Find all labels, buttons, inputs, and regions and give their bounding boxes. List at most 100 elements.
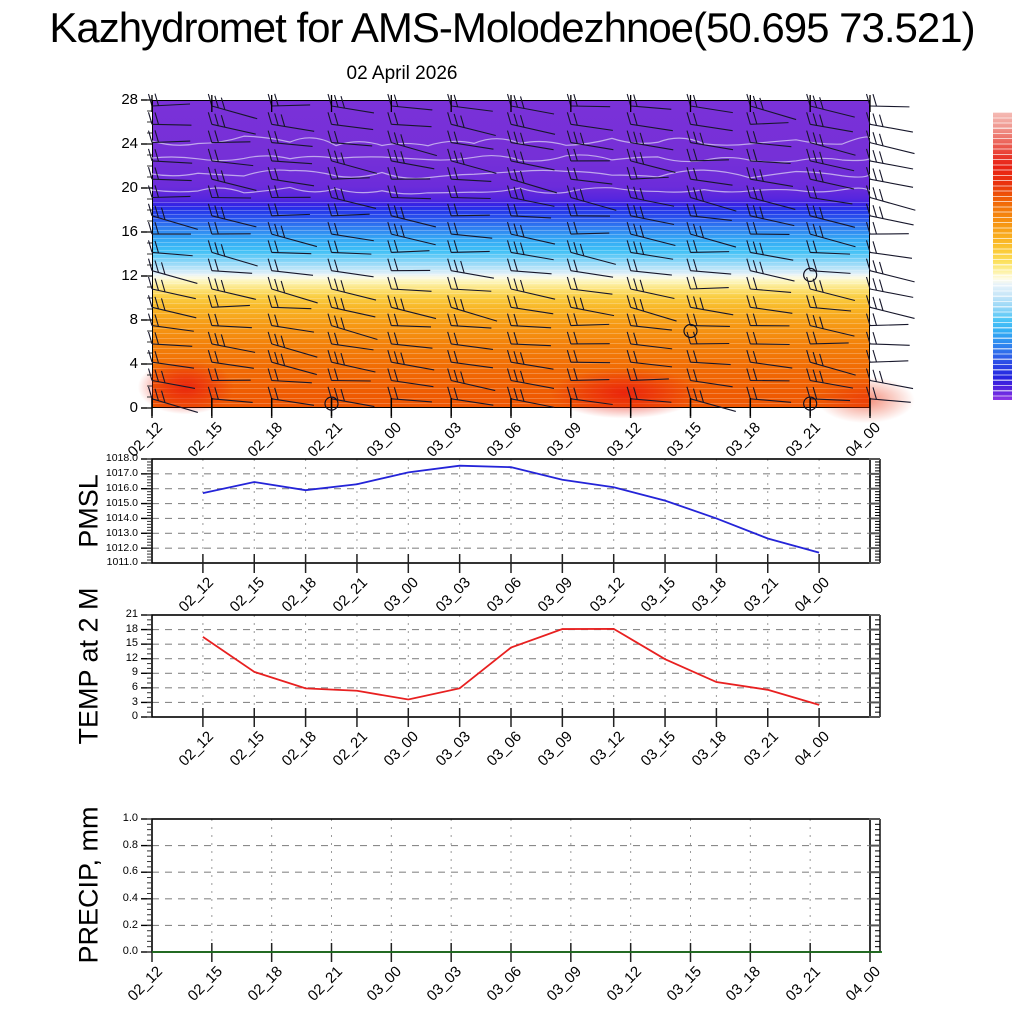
wind-barb: [391, 325, 432, 328]
wind-barb: [690, 398, 736, 412]
wind-barb: [331, 123, 374, 131]
pmsl-line: [202, 464, 820, 554]
wind-barb: [271, 325, 315, 333]
wind-barb: [750, 251, 794, 261]
colorbar: [993, 112, 1012, 400]
wind-barb: [151, 123, 192, 126]
wind-barb: [391, 343, 433, 349]
wind-barb: [810, 215, 856, 228]
wind-barb: [510, 270, 552, 275]
wind-barb: [391, 288, 432, 292]
wind-barb: [810, 306, 852, 312]
wind-barb: [331, 105, 375, 114]
wind-barb: [151, 361, 195, 369]
wind-barb: [271, 343, 318, 358]
wind-barb: [510, 196, 555, 207]
wind-barb: [510, 160, 555, 171]
wind-barb: [211, 215, 257, 228]
wind-barb: [630, 251, 674, 260]
wind-barb: [810, 251, 851, 255]
wind-barb: [331, 233, 374, 242]
wind-barb: [690, 270, 732, 275]
calm-wind-circle: [803, 267, 818, 282]
wind-barb: [810, 196, 853, 205]
wind-barb: [510, 233, 556, 245]
wind-barb: [391, 196, 431, 200]
wind-barb: [211, 361, 254, 369]
wind-barb: [211, 160, 254, 167]
colorbar-segment-lines: [993, 112, 1012, 400]
chart-date-subtitle: 02 April 2026: [346, 63, 458, 84]
wind-barb: [510, 398, 555, 408]
wind-barb: [271, 270, 314, 276]
wind-barb: [570, 306, 615, 317]
wind-barb: [690, 379, 733, 388]
wind-barb: [451, 270, 494, 279]
wind-barb: [151, 306, 197, 319]
wind-barb: [331, 142, 373, 147]
wind-barb: [510, 142, 554, 151]
wind-barb: [630, 123, 673, 132]
wind-barb: [271, 306, 312, 310]
wind-barb: [451, 142, 494, 150]
wind-barb: [869, 196, 916, 211]
wind-barb: [630, 306, 677, 322]
calm-wind-circle: [683, 323, 698, 339]
wind-barb: [570, 398, 613, 406]
wind-barb: [211, 178, 257, 191]
wind-barb: [810, 398, 851, 402]
wind-barb: [451, 306, 498, 322]
wind-barb: [750, 105, 797, 121]
wind-barb: [750, 270, 795, 282]
wind-barb: [690, 215, 732, 222]
wind-barb: [151, 379, 196, 389]
wind-barb: [570, 270, 614, 278]
wind-barb: [391, 142, 438, 157]
wind-barb: [750, 398, 792, 403]
wind-barb: [151, 178, 192, 182]
wind-barb: [151, 288, 196, 300]
contour-fill-gradient: [153, 101, 869, 407]
wind-barb: [630, 196, 675, 207]
wind-barb: [869, 105, 910, 108]
wind-barb: [750, 288, 792, 294]
wind-barb: [869, 288, 914, 298]
wind-barb: [451, 361, 494, 369]
wind-barb: [271, 379, 312, 384]
wind-barb: [690, 233, 737, 248]
wind-barb: [869, 270, 915, 283]
wind-barb: [151, 398, 198, 413]
wind-barb: [331, 160, 377, 174]
wind-barb: [271, 160, 313, 165]
wind-barb: [331, 270, 374, 278]
temp-line: [202, 627, 820, 706]
wind-barb: [271, 233, 318, 248]
wind-barb: [451, 325, 492, 329]
wind-barb: [810, 325, 855, 337]
wind-barb: [570, 251, 616, 265]
wind-barb: [630, 343, 673, 350]
wind-barb: [211, 325, 252, 329]
wind-barb: [451, 343, 494, 351]
wind-barb: [810, 178, 855, 190]
wind-barb: [510, 251, 554, 261]
wind-barb: [451, 123, 496, 137]
wind-barb: [630, 160, 676, 173]
wind-barb: [810, 288, 856, 302]
wind-barb: [510, 178, 557, 194]
wind-barb: [451, 105, 493, 112]
wind-barb: [750, 142, 792, 148]
wind-barb: [331, 325, 378, 340]
wind-barb: [211, 123, 256, 135]
wind-barb: [570, 196, 617, 211]
wind-barb: [151, 160, 193, 164]
wind-barb: [451, 379, 496, 392]
wind-barb: [451, 398, 494, 406]
wind-barb: [451, 233, 493, 239]
wind-barb: [810, 142, 856, 156]
wind-barb: [810, 361, 856, 376]
wind-barb: [750, 361, 793, 369]
wind-barb: [271, 251, 312, 255]
